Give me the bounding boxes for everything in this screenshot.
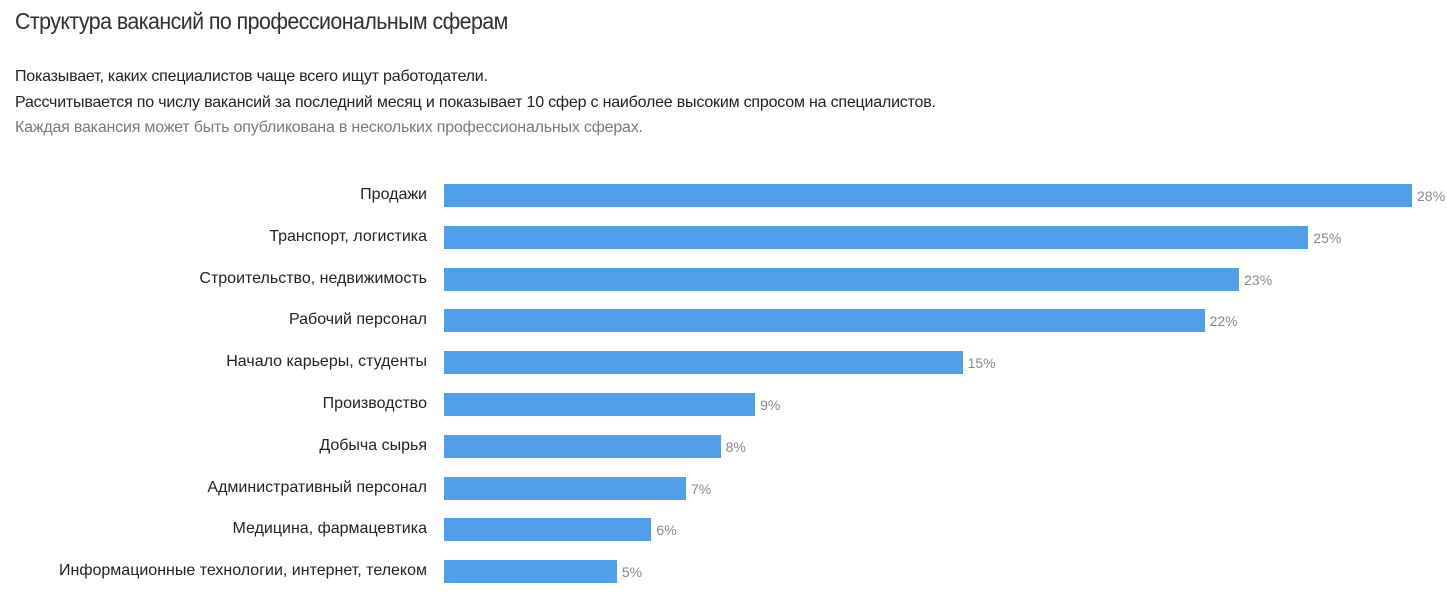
category-label: Производство	[322, 395, 427, 412]
value-label: 23%	[1244, 271, 1273, 288]
bar	[444, 518, 652, 542]
bar	[444, 476, 686, 500]
bar	[444, 393, 756, 416]
bar	[444, 560, 617, 584]
category-label: Рабочий персонал	[288, 311, 427, 329]
value-label: 8%	[725, 438, 746, 455]
description-line: Рассчитывается по числу вакансий за посл…	[15, 94, 936, 111]
bar	[444, 309, 1205, 333]
category-label: Транспорт, логистика	[269, 227, 427, 245]
category-label: Административный персонал	[207, 478, 427, 496]
category-label: Медицина, фармацевтика	[232, 520, 427, 538]
category-label: Начало карьеры, студенты	[226, 353, 427, 371]
category-label: Строительство, недвижимость	[199, 269, 427, 287]
category-label: Информационные технологии, интернет, тел…	[59, 562, 427, 580]
value-label: 6%	[656, 522, 677, 539]
description-line: Показывает, каких специалистов чаще всег…	[15, 68, 488, 85]
value-label: 7%	[691, 480, 712, 497]
value-label: 25%	[1313, 229, 1342, 246]
description-note: Каждая вакансия может быть опубликована …	[15, 119, 643, 136]
bar	[444, 267, 1240, 291]
bar	[444, 351, 963, 375]
category-label: Продажи	[360, 186, 427, 203]
category-label: Добыча сырья	[319, 436, 427, 454]
value-label: 22%	[1209, 313, 1238, 330]
bar	[444, 184, 1412, 207]
page-title: Структура вакансий по профессиональным с…	[15, 8, 508, 34]
value-label: 28%	[1417, 188, 1446, 204]
bar	[444, 225, 1309, 249]
value-label: 15%	[967, 355, 996, 372]
value-label: 5%	[621, 564, 643, 581]
bar	[444, 434, 721, 458]
value-label: 9%	[760, 397, 781, 413]
